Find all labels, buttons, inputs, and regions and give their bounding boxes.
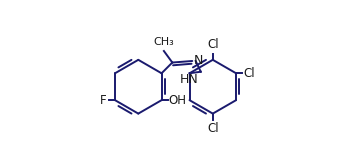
Text: OH: OH	[169, 94, 187, 107]
Text: Cl: Cl	[244, 67, 255, 80]
Text: HN: HN	[180, 73, 198, 86]
Text: Cl: Cl	[207, 38, 219, 51]
Text: Cl: Cl	[207, 122, 219, 135]
Text: N: N	[194, 54, 203, 67]
Text: CH₃: CH₃	[154, 37, 174, 47]
Text: F: F	[100, 94, 107, 107]
